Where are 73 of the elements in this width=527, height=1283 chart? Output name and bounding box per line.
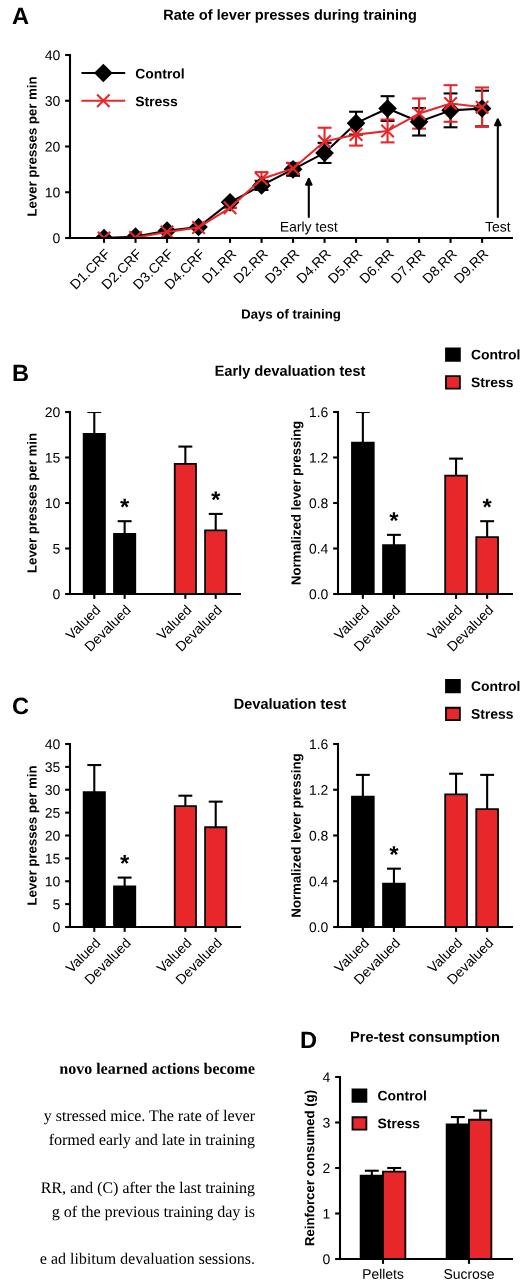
data-label: * xyxy=(482,498,492,508)
text: C xyxy=(12,697,29,715)
y-tick-label: 10 xyxy=(45,187,60,198)
y-axis-title: Normalized lever pressing xyxy=(291,421,304,585)
y-tick-label: 1.6 xyxy=(310,407,328,418)
y-tick-label: 20 xyxy=(45,830,60,841)
chart-title: Pre-test consumption xyxy=(351,1031,500,1045)
legend-label: Control xyxy=(378,1090,426,1101)
y-axis-title: Lever presses per min xyxy=(26,77,40,216)
y-tick-label: 10 xyxy=(45,876,60,887)
y-tick-label: 2 xyxy=(323,1163,330,1174)
legend-label: Stress xyxy=(471,709,513,719)
y-tick-label: 5 xyxy=(53,543,60,554)
y-tick-label: 30 xyxy=(45,96,60,106)
y-tick-label: 0.8 xyxy=(309,830,328,841)
y-tick-label: 15 xyxy=(45,452,60,463)
text: e ad libitum devaluation sessions. xyxy=(40,1252,254,1265)
legend-label: Control xyxy=(135,68,184,79)
y-tick-label: 0.4 xyxy=(309,876,328,887)
chart-title: Rate of lever presses during training xyxy=(164,9,416,23)
y-tick-label: 30 xyxy=(45,785,60,795)
y-tick-label: 10 xyxy=(45,498,60,509)
annotation: Early test xyxy=(281,221,338,235)
x-axis-title: Days of training xyxy=(242,309,340,322)
y-tick-label: 0 xyxy=(53,233,60,244)
y-tick-label: 5 xyxy=(53,899,60,910)
legend-label: Control xyxy=(471,680,520,692)
text: Early devaluation test xyxy=(215,365,366,379)
y-axis-title: Reinforcer consumed (g) xyxy=(304,1090,317,1246)
data-label: * xyxy=(389,512,399,522)
y-tick-label: 0.4 xyxy=(309,543,328,554)
y-axis-title: Lever presses per min xyxy=(26,433,40,573)
y-tick-label: 0.0 xyxy=(309,589,328,600)
y-tick-label: 35 xyxy=(45,762,60,773)
text: Devaluation test xyxy=(234,698,347,709)
data-label: * xyxy=(211,491,221,501)
x-tick-label: Sucrose xyxy=(444,1269,494,1279)
text: A xyxy=(12,7,29,25)
data-label: * xyxy=(120,855,130,864)
y-tick-label: 0 xyxy=(53,922,60,933)
text: RR, and (C) after the last training xyxy=(41,1181,255,1197)
data-label: * xyxy=(120,498,130,508)
text: g of the previous training day is xyxy=(52,1205,255,1221)
y-tick-label: 25 xyxy=(45,807,60,818)
y-tick-label: 1.2 xyxy=(310,452,328,463)
x-tick-label: Pellets xyxy=(363,1268,404,1279)
y-tick-label: 1.6 xyxy=(310,739,328,750)
text: formed early and late in training xyxy=(49,1133,255,1149)
text: novo learned actions become xyxy=(59,1062,255,1074)
y-tick-label: 0.8 xyxy=(309,498,328,509)
y-tick-label: 1 xyxy=(323,1208,330,1219)
y-tick-label: 0 xyxy=(323,1254,330,1265)
y-axis-title: Lever presses per min xyxy=(26,766,40,905)
text: D xyxy=(301,1031,317,1049)
text: B xyxy=(13,364,28,382)
y-axis-title: Normalized lever pressing xyxy=(291,754,304,917)
y-tick-label: 20 xyxy=(45,141,60,152)
y-tick-label: 0 xyxy=(53,589,60,600)
y-tick-label: 40 xyxy=(45,50,60,61)
data-label: * xyxy=(389,846,399,855)
y-tick-label: 15 xyxy=(45,853,60,864)
legend-label: Stress xyxy=(471,377,513,388)
legend-label: Stress xyxy=(135,96,178,107)
y-tick-label: 4 xyxy=(322,1072,330,1083)
y-tick-label: 20 xyxy=(45,407,60,418)
y-tick-label: 1.2 xyxy=(310,785,328,795)
y-tick-label: 3 xyxy=(323,1117,330,1128)
annotation: Test xyxy=(485,221,511,232)
y-tick-label: 0.0 xyxy=(309,922,328,933)
text: y stressed mice. The rate of lever xyxy=(43,1109,255,1125)
legend-label: Control xyxy=(471,349,520,360)
y-tick-label: 40 xyxy=(45,739,60,750)
legend-label: Stress xyxy=(377,1118,420,1129)
